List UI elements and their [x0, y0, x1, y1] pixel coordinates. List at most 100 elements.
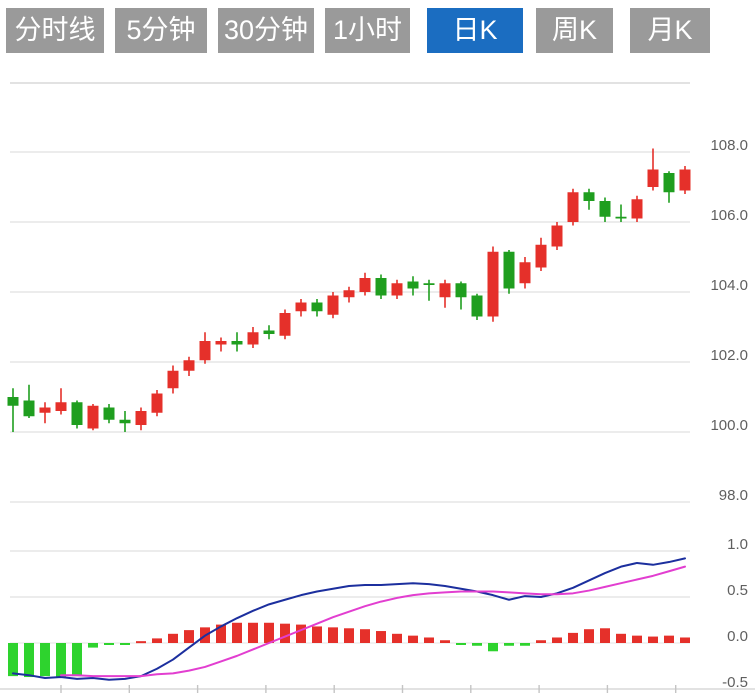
candle [423, 279, 435, 301]
candle-body [503, 251, 515, 289]
candle-body [407, 281, 419, 289]
tab-daily-k[interactable]: 日K [427, 8, 523, 53]
candle [199, 332, 211, 364]
candle-body [103, 407, 115, 420]
candle-body [231, 341, 243, 345]
candlestick-panel [7, 148, 691, 432]
tab-5min[interactable]: 5分钟 [115, 8, 207, 53]
macd-bar [40, 643, 50, 677]
candle-body [71, 402, 83, 425]
candle-body [135, 411, 147, 425]
candle [503, 250, 515, 294]
macd-bar [648, 636, 658, 643]
candle [151, 390, 163, 417]
macd-bar [424, 637, 434, 643]
candle-body [359, 278, 371, 292]
candle-body [263, 330, 275, 334]
candle-body [215, 341, 227, 345]
macd-bar [184, 630, 194, 643]
candle [487, 246, 499, 322]
tab-30min[interactable]: 30分钟 [218, 8, 314, 53]
candle [551, 222, 563, 250]
macd-bar [360, 629, 370, 643]
macd-bar [472, 643, 482, 646]
macd-bar [568, 632, 578, 643]
macd-bar [536, 640, 546, 643]
candle [647, 148, 659, 191]
candle [407, 276, 419, 296]
macd-bar [216, 624, 226, 643]
candle-body [343, 290, 355, 298]
macd-bar [232, 622, 242, 643]
candle-body [167, 370, 179, 389]
macd-bar [552, 637, 562, 643]
candle-body [183, 360, 195, 371]
macd-axis-label: -0.5 [722, 674, 748, 691]
price-axis-label: 102.0 [710, 347, 748, 364]
macd-bar [280, 623, 290, 643]
candle [375, 274, 387, 299]
candle-body [519, 262, 531, 284]
macd-bar [136, 641, 146, 644]
candle [7, 388, 19, 432]
macd-axis-label: 0.5 [727, 582, 748, 599]
candle [679, 166, 691, 194]
macd-bar [600, 628, 610, 643]
candle [215, 337, 227, 352]
candle [247, 327, 259, 348]
tab-weekly-k[interactable]: 周K [536, 8, 613, 53]
candle [71, 400, 83, 429]
candle-body [7, 397, 19, 406]
macd-histogram [8, 622, 690, 678]
candle-body [295, 302, 307, 312]
candle [391, 279, 403, 299]
candle [519, 257, 531, 289]
candle-body [487, 251, 499, 317]
macd-axis-label: 1.0 [727, 536, 748, 553]
tab-1hour[interactable]: 1小时 [325, 8, 410, 53]
candle-body [391, 283, 403, 296]
candle-body [151, 393, 163, 413]
macd-bar [72, 643, 82, 677]
candle [631, 195, 643, 222]
gridlines [10, 82, 690, 644]
candle-body [583, 192, 595, 201]
tab-monthly-k[interactable]: 月K [630, 8, 710, 53]
macd-bar [120, 643, 130, 645]
candle-body [279, 313, 291, 336]
candle [231, 332, 243, 352]
macd-bar [8, 643, 18, 677]
candle [615, 204, 627, 222]
macd-bar [616, 633, 626, 643]
macd-bar [344, 628, 354, 643]
candle [279, 309, 291, 340]
candle [471, 293, 483, 320]
dif-line [12, 557, 686, 681]
macd-bar [664, 635, 674, 643]
candle-body [647, 169, 659, 187]
macd-bar [312, 626, 322, 643]
price-axis-label: 104.0 [710, 277, 748, 294]
tab-timeline[interactable]: 分时线 [6, 8, 104, 53]
candle-body [551, 225, 563, 247]
candle [295, 299, 307, 317]
candle-body [39, 407, 51, 413]
candle [103, 404, 115, 424]
macd-bar [632, 635, 642, 643]
candle-body [599, 201, 611, 217]
candle [87, 404, 99, 431]
candle [327, 292, 339, 319]
macd-bar [456, 643, 466, 645]
candle [439, 279, 451, 308]
candle [583, 188, 595, 210]
macd-bar [88, 643, 98, 648]
price-axis-label: 100.0 [710, 417, 748, 434]
macd-bar [24, 643, 34, 678]
x-axis-ticks [60, 685, 677, 693]
macd-bar [680, 637, 690, 643]
candle-body [439, 283, 451, 298]
candle [119, 411, 131, 432]
macd-bar [376, 631, 386, 643]
candle-body [199, 341, 211, 361]
